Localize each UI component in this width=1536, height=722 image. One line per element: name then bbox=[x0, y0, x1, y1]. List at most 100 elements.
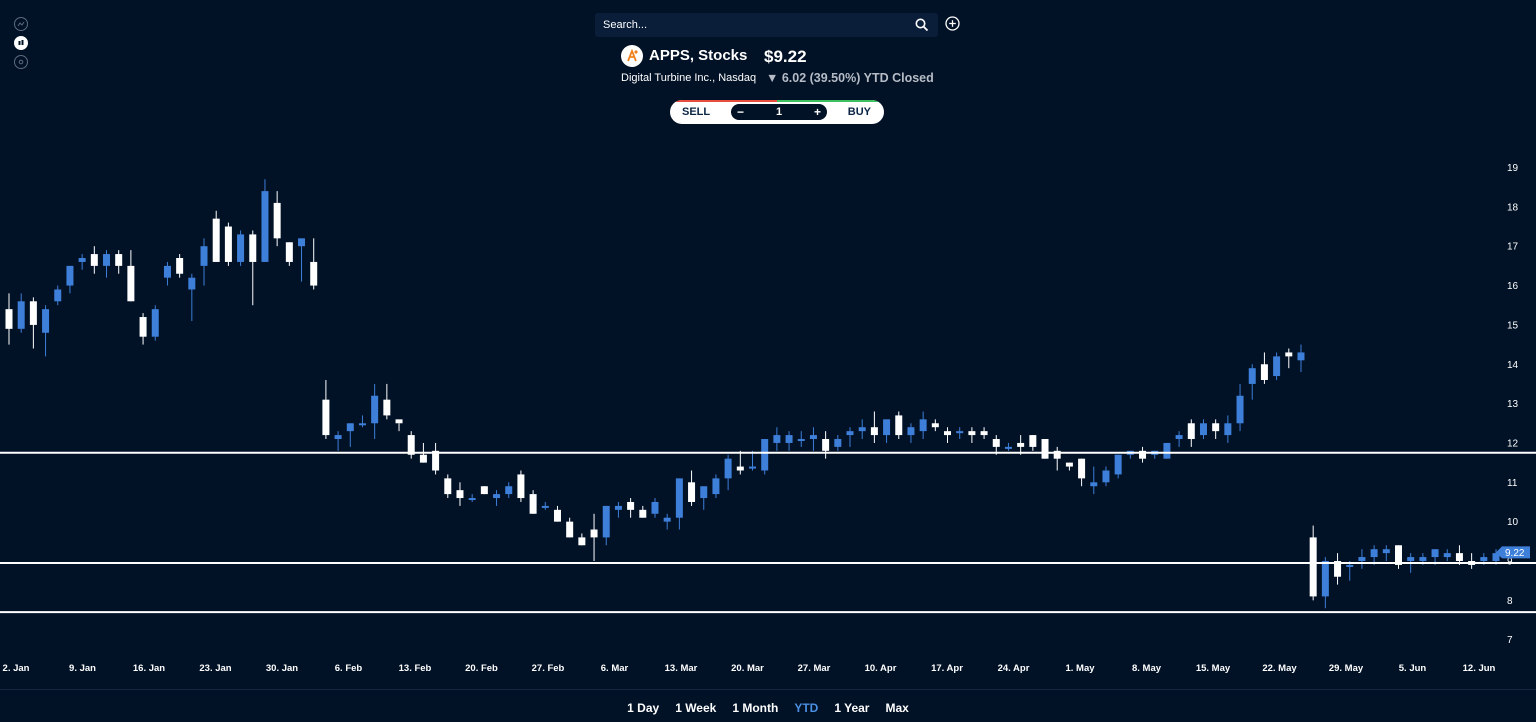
candle-body bbox=[224, 226, 232, 262]
candle-body bbox=[1443, 553, 1451, 558]
decrement-button[interactable]: − bbox=[737, 105, 745, 119]
candle-body bbox=[1212, 423, 1220, 432]
range-ytd[interactable]: YTD bbox=[794, 701, 819, 715]
x-tick-label: 23. Jan bbox=[199, 663, 231, 674]
sell-button[interactable]: SELL bbox=[682, 106, 711, 118]
settings-icon[interactable] bbox=[14, 55, 28, 69]
x-tick-label: 8. May bbox=[1132, 663, 1162, 674]
candle-body bbox=[834, 439, 842, 447]
candle-body bbox=[42, 309, 50, 333]
candle-body bbox=[163, 265, 171, 278]
increment-button[interactable]: + bbox=[813, 105, 821, 119]
y-tick-label: 10 bbox=[1507, 517, 1519, 528]
y-tick-label: 16 bbox=[1507, 281, 1519, 292]
candle-body bbox=[419, 454, 427, 463]
candle-body bbox=[858, 427, 866, 432]
search-input[interactable] bbox=[595, 18, 914, 32]
stock-price: $9.22 bbox=[764, 47, 807, 66]
candle-body bbox=[736, 466, 744, 471]
range-1-month[interactable]: 1 Month bbox=[732, 701, 779, 715]
candle-body bbox=[639, 509, 647, 518]
candle-body bbox=[310, 261, 318, 286]
candle-body bbox=[663, 517, 671, 522]
candle-body bbox=[1004, 446, 1012, 449]
candle-body bbox=[1431, 549, 1439, 558]
candle-body bbox=[675, 478, 683, 518]
candle-body bbox=[627, 501, 635, 510]
candle-body bbox=[724, 458, 732, 479]
x-tick-label: 5. Jun bbox=[1399, 663, 1427, 674]
candle-body bbox=[5, 309, 13, 329]
candle-body bbox=[1321, 561, 1329, 597]
candle-body bbox=[432, 450, 440, 471]
candle-body bbox=[115, 254, 123, 266]
buy-button[interactable]: BUY bbox=[847, 106, 871, 118]
range-1-week[interactable]: 1 Week bbox=[675, 701, 717, 715]
candle-body bbox=[1078, 458, 1086, 479]
candle-body bbox=[1492, 553, 1500, 561]
x-tick-label: 29. May bbox=[1329, 663, 1364, 674]
candle-body bbox=[1285, 352, 1293, 357]
quantity-value[interactable]: 1 bbox=[775, 106, 783, 118]
candle-body bbox=[151, 309, 159, 337]
y-tick-label: 17 bbox=[1507, 242, 1519, 253]
candle-body bbox=[809, 435, 817, 440]
candle-body bbox=[273, 202, 281, 239]
candle-body bbox=[602, 505, 610, 538]
candle-body bbox=[1248, 368, 1256, 384]
candle-body bbox=[566, 521, 574, 538]
candle-body bbox=[1187, 423, 1195, 440]
range-max[interactable]: Max bbox=[885, 701, 909, 715]
x-tick-label: 24. Apr bbox=[998, 663, 1030, 674]
candle-body bbox=[261, 191, 269, 262]
quantity-stepper[interactable]: − 1 + bbox=[731, 104, 827, 120]
x-tick-label: 16. Jan bbox=[133, 663, 165, 674]
range-1-year[interactable]: 1 Year bbox=[834, 701, 870, 715]
candle-body bbox=[1382, 549, 1390, 554]
candle-body bbox=[1370, 549, 1378, 558]
y-tick-label: 14 bbox=[1507, 360, 1519, 371]
x-tick-label: 15. May bbox=[1196, 663, 1231, 674]
trade-widget: SELL − 1 + BUY bbox=[670, 100, 884, 124]
candle-body bbox=[1309, 537, 1317, 597]
candle-body bbox=[797, 439, 805, 442]
search-bar[interactable] bbox=[595, 13, 938, 37]
candle-body bbox=[846, 431, 854, 436]
candle-body bbox=[334, 435, 342, 440]
candlestick-icon[interactable] bbox=[14, 36, 28, 50]
candle-body bbox=[66, 265, 74, 286]
candle-body bbox=[1236, 395, 1244, 424]
candle-body bbox=[1102, 470, 1110, 483]
x-tick-label: 10. Apr bbox=[865, 663, 897, 674]
candle-body bbox=[1358, 557, 1366, 561]
y-tick-label: 18 bbox=[1507, 202, 1519, 213]
candle-body bbox=[1199, 423, 1207, 436]
range-1-day[interactable]: 1 Day bbox=[627, 701, 660, 715]
x-tick-label: 2. Jan bbox=[3, 663, 30, 674]
price-change: ▼ 6.02 (39.50%) YTD Closed bbox=[766, 71, 934, 85]
candle-body bbox=[54, 289, 62, 302]
candle-body bbox=[931, 423, 939, 428]
candle-body bbox=[712, 478, 720, 495]
candle-body bbox=[992, 439, 1000, 447]
line-chart-icon[interactable] bbox=[14, 17, 28, 31]
candle-body bbox=[590, 529, 598, 538]
y-tick-label: 12 bbox=[1507, 438, 1519, 449]
candle-body bbox=[749, 466, 756, 469]
candle-body bbox=[1419, 557, 1427, 561]
candle-body bbox=[761, 439, 769, 471]
y-tick-label: 13 bbox=[1507, 399, 1519, 410]
x-tick-label: 6. Feb bbox=[335, 663, 363, 674]
candle-body bbox=[505, 486, 513, 495]
time-range-selector: 1 Day 1 Week 1 Month YTD 1 Year Max bbox=[0, 701, 1536, 715]
y-tick-label: 11 bbox=[1507, 478, 1518, 489]
stock-symbol: APPS, Stocks bbox=[649, 47, 748, 64]
candle-body bbox=[298, 238, 306, 247]
candle-body bbox=[139, 317, 147, 337]
candle-body bbox=[17, 301, 25, 329]
candle-body bbox=[1139, 450, 1147, 459]
search-icon[interactable] bbox=[914, 17, 930, 33]
add-icon[interactable] bbox=[945, 16, 960, 31]
x-tick-label: 6. Mar bbox=[601, 663, 629, 674]
